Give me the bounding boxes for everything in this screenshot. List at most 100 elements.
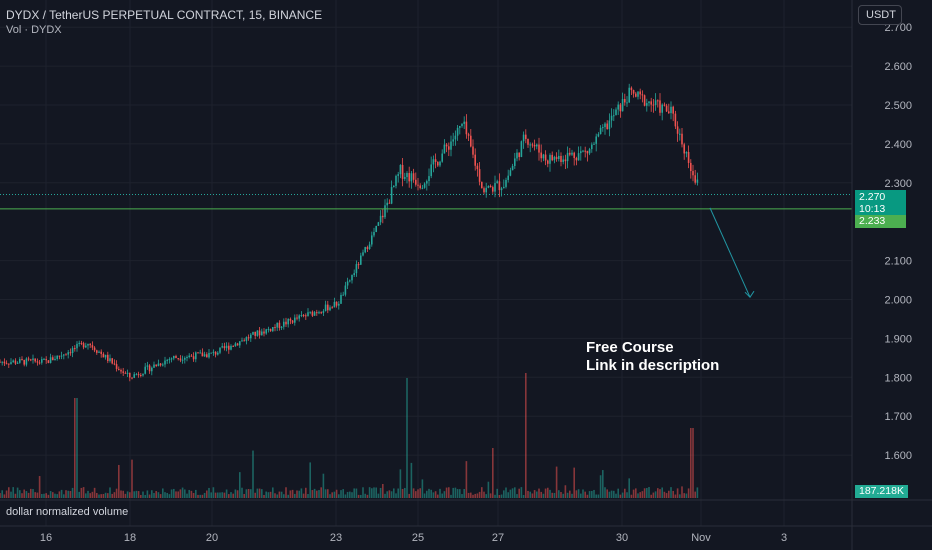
volume-bar — [16, 487, 19, 498]
candle-body — [560, 155, 562, 162]
candle-body — [681, 133, 683, 145]
candle-body — [494, 183, 496, 192]
volume-bar — [87, 490, 89, 498]
candle-body — [472, 146, 474, 155]
candle-body — [25, 358, 28, 365]
currency-button[interactable]: USDT — [858, 5, 902, 25]
candle-body — [648, 101, 650, 104]
candle-body — [426, 181, 428, 184]
volume-bar — [346, 491, 349, 498]
candle-body — [151, 367, 153, 372]
projection-arrow[interactable] — [709, 207, 751, 298]
volume-bar — [126, 491, 129, 498]
candle-body — [16, 362, 19, 364]
volume-bar — [166, 492, 168, 498]
volume-bar — [514, 487, 516, 498]
volume-bar — [179, 489, 182, 498]
volume-bar — [454, 487, 457, 498]
candle-body — [606, 123, 608, 130]
candle-body — [423, 183, 426, 188]
volume-bar — [368, 487, 371, 498]
volume-bar — [320, 487, 322, 498]
candle-body — [450, 141, 452, 150]
volume-bar — [82, 487, 85, 498]
candle-body — [364, 247, 366, 253]
volume-bar — [298, 490, 300, 498]
candle-body — [558, 155, 560, 160]
volume-bar — [474, 493, 476, 498]
volume-bar — [351, 492, 353, 498]
candle-body — [104, 354, 107, 358]
volume-bar — [98, 494, 100, 498]
volume-bar — [650, 494, 652, 498]
volume-bar — [659, 489, 661, 498]
candle-body — [608, 120, 611, 130]
candle-body — [434, 159, 437, 162]
candle-body — [111, 358, 113, 364]
candle-body — [5, 363, 8, 365]
candle-body — [21, 359, 23, 361]
volume-bar — [91, 491, 94, 498]
volume-bar — [560, 492, 562, 498]
volume-bar — [289, 490, 292, 498]
candle-body — [690, 162, 692, 172]
volume-bar — [41, 493, 43, 498]
candle-body — [452, 139, 454, 142]
volume-bar — [276, 494, 278, 498]
candle-body — [624, 98, 626, 103]
y-tick-label: 2.600 — [884, 61, 912, 73]
volume-bar — [489, 493, 492, 498]
volume-bar — [256, 488, 259, 498]
candle-body — [98, 351, 100, 353]
volume-bar — [379, 487, 382, 498]
volume-bar — [353, 488, 355, 498]
candle-body — [254, 331, 256, 336]
candle-body — [43, 358, 45, 360]
volume-bar — [641, 491, 644, 498]
volume-bar — [104, 492, 107, 498]
volume-bar — [694, 491, 696, 498]
candle-body — [305, 315, 307, 317]
candle-body — [696, 179, 699, 183]
volume-bar — [505, 487, 507, 498]
volume-bar — [487, 481, 490, 498]
candle-body — [71, 348, 74, 354]
candle-body — [555, 156, 558, 160]
candle-body — [349, 280, 351, 282]
candle-body — [531, 144, 534, 146]
x-tick-label: 16 — [40, 532, 52, 544]
volume-bar — [265, 491, 267, 498]
volume-bar — [377, 493, 380, 498]
candle-body — [155, 364, 157, 367]
volume-bar — [467, 492, 470, 498]
volume-bar — [472, 494, 474, 498]
candle-body — [179, 358, 182, 361]
volume-bar — [355, 488, 358, 498]
candle-body — [177, 358, 179, 360]
volume-bar — [575, 490, 578, 498]
volume-bar — [23, 489, 25, 498]
candle-body — [208, 352, 210, 358]
volume-bar — [1, 490, 3, 498]
candle-body — [120, 369, 122, 372]
candle-body — [107, 354, 109, 362]
candle-body — [551, 154, 553, 161]
candle-body — [430, 164, 432, 177]
volume-bar — [188, 489, 190, 498]
volume-bar — [610, 490, 613, 498]
candlesticks — [0, 83, 699, 382]
volume-bar — [448, 487, 450, 498]
volume-bar — [533, 490, 536, 498]
candle-body — [547, 160, 549, 164]
candle-body — [663, 104, 666, 106]
candle-body — [252, 331, 254, 335]
candle-body — [595, 136, 597, 144]
candle-body — [285, 321, 287, 325]
candle-body — [276, 322, 278, 328]
candle-body — [553, 156, 556, 161]
volume-bar — [221, 492, 223, 498]
volume-bar — [3, 494, 6, 498]
candle-body — [23, 359, 25, 365]
volume-bar — [461, 494, 463, 498]
